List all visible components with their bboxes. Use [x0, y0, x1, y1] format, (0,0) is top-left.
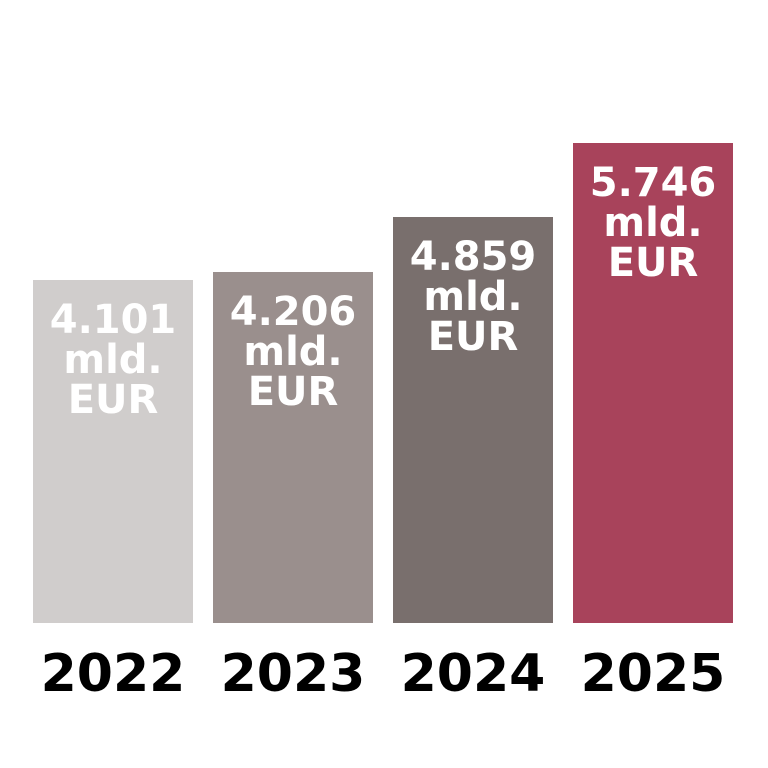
value-label: 4.206 mld. EUR	[229, 288, 357, 415]
value-label: 4.101 mld. EUR	[49, 297, 177, 424]
value-label: 4.859 mld. EUR	[409, 234, 537, 361]
bar: 4.206 mld. EUR	[213, 271, 373, 623]
value-label: 5.746 mld. EUR	[589, 160, 717, 286]
x-tick-label: 2025	[580, 644, 726, 704]
x-tick-label: 2023	[220, 644, 366, 704]
x-tick-label: 2024	[400, 644, 546, 704]
bar: 5.746 mld. EUR	[573, 143, 733, 623]
bar: 4.859 mld. EUR	[393, 217, 553, 623]
x-tick-label: 2022	[40, 644, 186, 704]
bar: 4.101 mld. EUR	[33, 280, 193, 623]
